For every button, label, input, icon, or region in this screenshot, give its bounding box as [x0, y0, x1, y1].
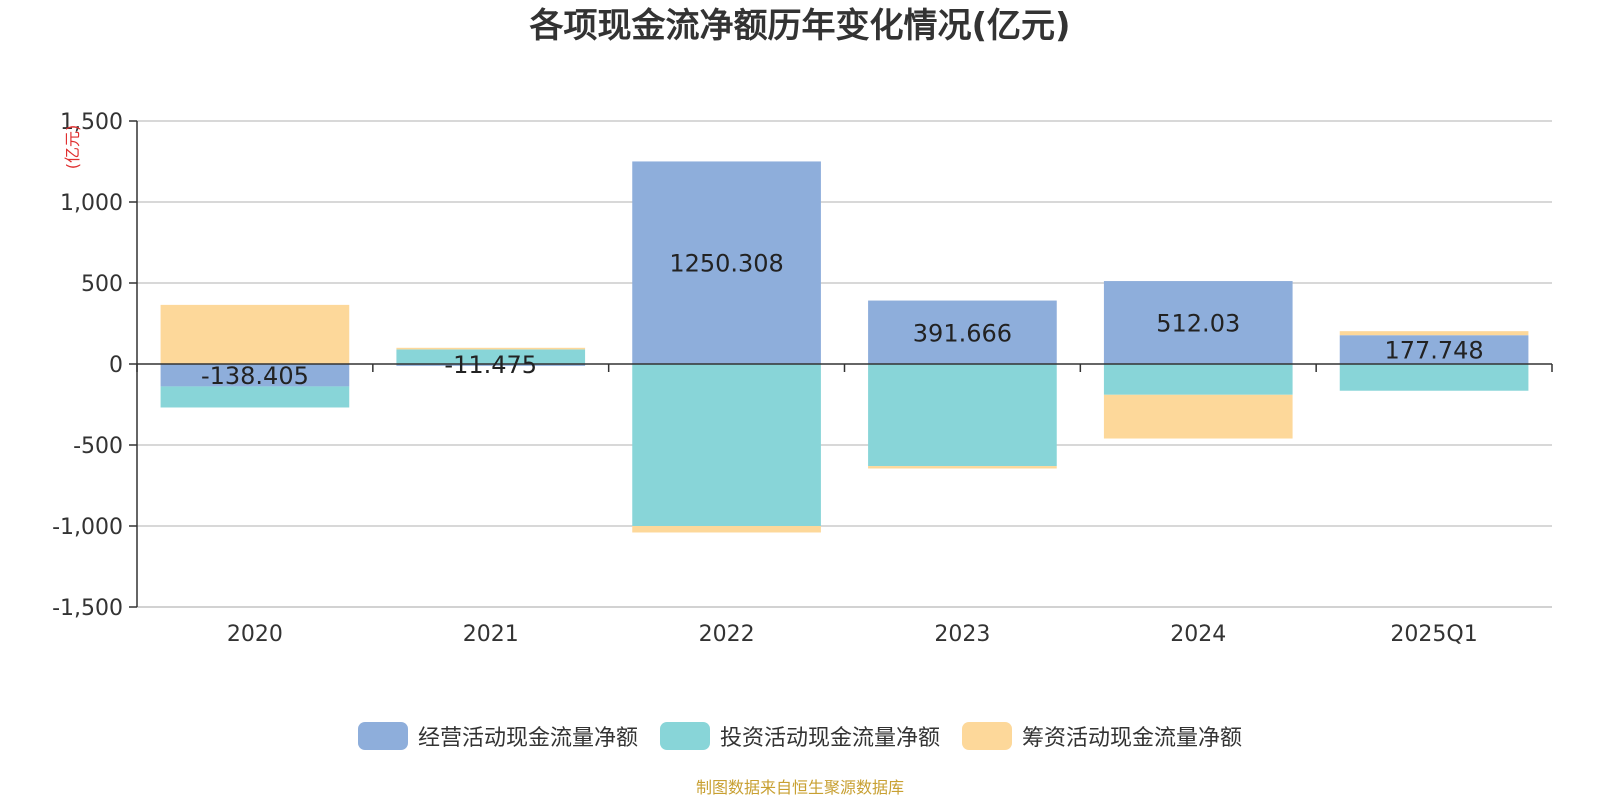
bar-2021-series-2[interactable] [396, 347, 586, 350]
y-axis-unit-label: (亿元) [63, 125, 82, 170]
y-tick-label: 500 [81, 272, 123, 297]
x-tick-label: 2025Q1 [1390, 622, 1477, 647]
legend-item-financing[interactable]: 筹资活动现金流量净额 [962, 720, 1242, 752]
bar-2020-series-1[interactable] [160, 386, 350, 408]
legend-label-investing: 投资活动现金流量净额 [719, 726, 940, 751]
bar-2021-series-0[interactable] [396, 364, 586, 366]
bar-2024-series-1[interactable] [1103, 364, 1293, 395]
data-label-2024: 512.03 [1156, 310, 1240, 338]
x-tick-label: 2023 [934, 622, 990, 647]
legend: 经营活动现金流量净额 投资活动现金流量净额 筹资活动现金流量净额 [0, 720, 1600, 752]
bar-2023-series-2[interactable] [868, 466, 1057, 469]
bar-2025Q1-series-0[interactable] [1339, 335, 1529, 364]
y-tick-label: 0 [109, 353, 123, 378]
data-labels: -138.405 -11.475 1250.308 391.666 512.03 177.… [201, 250, 1484, 390]
legend-swatch-operating [357, 722, 408, 750]
chart-plot: 1,500 1,000 500 0 -500 -1,000 -1,500 2020 2021 20… [52, 110, 1553, 647]
legend-item-operating[interactable]: 经营活动现金流量净额 [357, 720, 638, 752]
x-tick-label: 2021 [463, 622, 519, 647]
legend-label-operating: 经营活动现金流量净额 [417, 726, 638, 751]
bar-2023-series-0[interactable] [868, 300, 1057, 364]
bar-2022-series-2[interactable] [632, 526, 821, 533]
x-tick-label: 2024 [1170, 622, 1226, 647]
bar-2022-series-1[interactable] [632, 364, 821, 526]
y-tick-label: -1,500 [52, 596, 123, 621]
bar-2025Q1-series-2[interactable] [1339, 331, 1529, 336]
bars [160, 161, 1529, 533]
bar-2020-series-2[interactable] [160, 304, 350, 364]
bar-2021-series-1[interactable] [396, 349, 586, 364]
axes: 1,500 1,000 500 0 -500 -1,000 -1,500 2020 2021 20… [52, 110, 1553, 647]
x-tick-label: 2022 [699, 622, 755, 647]
legend-swatch-investing [659, 722, 710, 750]
legend-item-investing[interactable]: 投资活动现金流量净额 [659, 720, 940, 752]
data-source-note: 制图数据来自恒生聚源数据库 [695, 778, 904, 797]
data-label-2025Q1: 177.748 [1384, 337, 1483, 365]
bar-2023-series-1[interactable] [868, 364, 1057, 467]
y-tick-label: 1,500 [60, 110, 123, 135]
y-tick-label: -1,000 [52, 515, 123, 540]
gridlines [137, 120, 1552, 608]
legend-swatch-financing [962, 722, 1012, 750]
bar-2024-series-0[interactable] [1103, 281, 1293, 364]
bar-2020-series-0[interactable] [160, 364, 350, 387]
y-tick-label: 1,000 [60, 191, 123, 216]
y-tick-label: -500 [73, 434, 123, 459]
data-label-2021: -11.475 [444, 351, 537, 379]
x-tick-label: 2020 [227, 622, 283, 647]
bar-2022-series-0[interactable] [632, 161, 821, 364]
legend-label-financing: 筹资活动现金流量净额 [1022, 726, 1243, 751]
data-label-2020: -138.405 [201, 362, 309, 390]
chart-title: 各项现金流净额历年变化情况(亿元) [529, 6, 1071, 46]
data-label-2023: 391.666 [913, 319, 1012, 347]
bar-2024-series-2[interactable] [1103, 394, 1293, 439]
bar-2025Q1-series-1[interactable] [1339, 364, 1529, 391]
data-label-2022: 1250.308 [669, 250, 784, 278]
